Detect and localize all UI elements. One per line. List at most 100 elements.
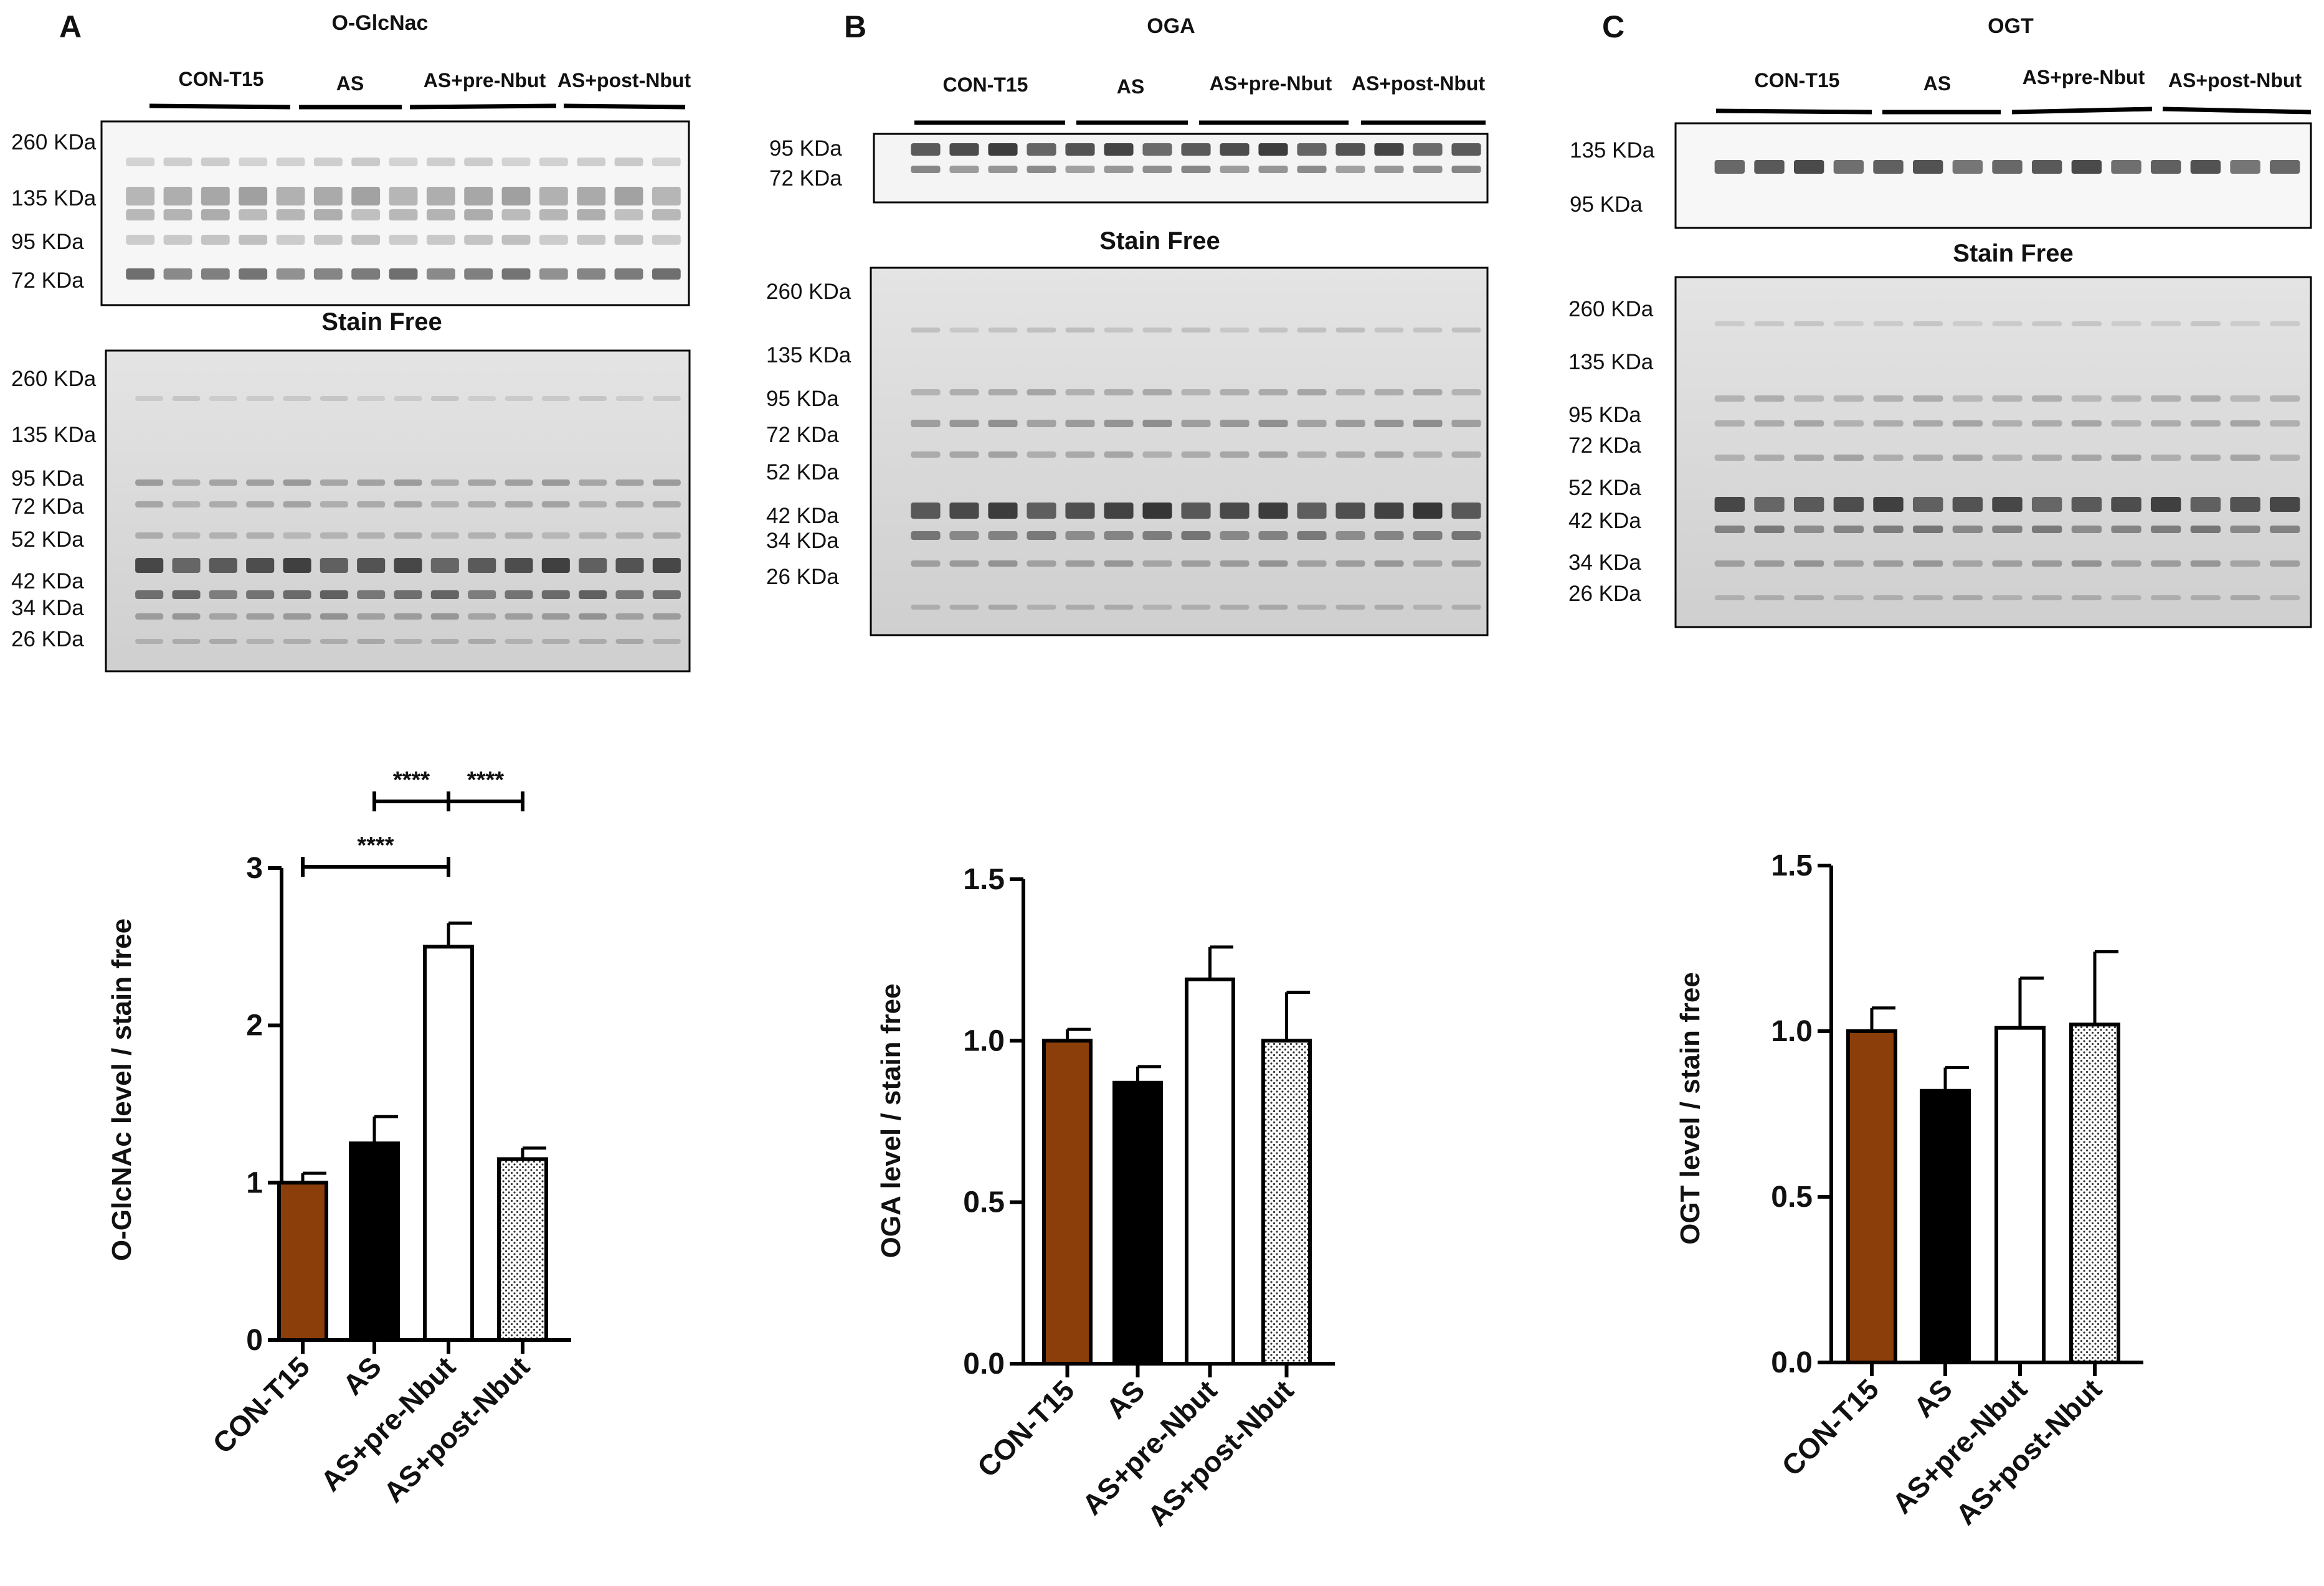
y-tick-label: 2 — [246, 1009, 263, 1042]
y-tick-label: 0.0 — [1771, 1346, 1813, 1379]
protein-band — [126, 187, 155, 205]
bar-as-post-nbut — [497, 1157, 548, 1343]
protein-band — [1873, 395, 1904, 402]
protein-band — [320, 532, 348, 539]
protein-band — [2071, 526, 2102, 533]
protein-band — [172, 479, 201, 486]
protein-band — [1104, 451, 1134, 458]
protein-band — [1912, 420, 1943, 427]
protein-band — [1297, 389, 1327, 395]
protein-band — [615, 396, 644, 401]
protein-band — [1793, 395, 1824, 402]
protein-band — [1104, 503, 1134, 519]
protein-band — [2230, 497, 2260, 512]
protein-band — [652, 639, 681, 644]
protein-band — [501, 158, 531, 166]
protein-band — [283, 396, 311, 401]
protein-band — [1374, 503, 1404, 519]
protein-band — [2269, 497, 2300, 512]
protein-band — [1451, 420, 1481, 427]
stain-free-title-b: Stain Free — [1099, 227, 1220, 255]
protein-band — [126, 209, 155, 220]
protein-band — [1181, 531, 1211, 540]
protein-band — [246, 590, 275, 599]
protein-band — [1992, 526, 2023, 533]
mw-marker: 95 KDa — [769, 136, 842, 161]
x-category-label: AS — [336, 1350, 387, 1401]
protein-band — [2190, 497, 2221, 512]
protein-band — [1065, 605, 1095, 610]
protein-band — [283, 558, 311, 573]
protein-band — [1451, 143, 1481, 156]
mw-marker: 34 KDa — [11, 596, 84, 620]
protein-band — [1027, 560, 1056, 567]
protein-band — [579, 613, 607, 620]
stain-free-title-c: Stain Free — [1953, 240, 2073, 267]
protein-band — [468, 396, 496, 401]
mw-marker: 72 KDa — [11, 494, 84, 519]
protein-band — [2071, 420, 2102, 427]
protein-band — [2190, 560, 2221, 567]
group-bracket — [563, 103, 686, 110]
protein-band — [1374, 605, 1404, 610]
protein-band — [1374, 166, 1404, 173]
protein-band — [1027, 605, 1056, 610]
protein-band — [1220, 143, 1250, 156]
protein-band — [579, 501, 607, 507]
protein-band — [276, 158, 305, 166]
protein-band — [1297, 451, 1327, 458]
protein-band — [652, 235, 681, 245]
protein-band — [1873, 595, 1904, 600]
group-label: AS+pre-Nbut — [1210, 72, 1332, 95]
protein-band — [468, 590, 496, 599]
protein-band — [652, 268, 681, 280]
protein-band — [430, 639, 459, 644]
protein-band — [579, 479, 607, 486]
protein-band — [1714, 560, 1745, 567]
protein-band — [1142, 143, 1172, 156]
protein-band — [313, 268, 343, 280]
protein-band — [126, 158, 155, 166]
protein-band — [614, 158, 643, 166]
protein-band — [1451, 451, 1481, 458]
protein-band — [2111, 595, 2141, 600]
protein-band — [1754, 497, 1785, 512]
protein-band — [1952, 497, 1983, 512]
protein-band — [2071, 321, 2102, 326]
protein-band — [351, 268, 381, 280]
y-axis-label: OGT level / stain free — [1675, 972, 1705, 1245]
stain-free-markers-c: 260 KDa 135 KDa 95 KDa 72 KDa 52 KDa 42 … — [1568, 297, 1654, 606]
protein-band — [468, 558, 496, 573]
protein-band — [426, 268, 455, 280]
protein-band — [1952, 595, 1983, 600]
protein-band — [911, 328, 941, 333]
mw-marker: 260 KDa — [1568, 297, 1654, 321]
protein-band — [163, 209, 192, 220]
mw-marker: 135 KDa — [11, 423, 97, 447]
group-labels-b: CON-T15 AS AS+pre-Nbut AS+post-Nbut — [914, 72, 1486, 125]
stain-free-image-a — [105, 349, 691, 673]
protein-band — [2031, 160, 2062, 174]
protein-band — [988, 451, 1018, 458]
protein-band — [1142, 451, 1172, 458]
protein-band — [2190, 160, 2221, 174]
protein-band — [1142, 531, 1172, 540]
protein-band — [1451, 531, 1481, 540]
protein-band — [135, 479, 164, 486]
protein-band — [577, 209, 606, 220]
protein-band — [430, 479, 459, 486]
protein-band — [615, 639, 644, 644]
protein-band — [357, 501, 386, 507]
protein-band — [1912, 595, 1943, 600]
protein-band — [1912, 455, 1943, 461]
protein-band — [1220, 420, 1250, 427]
mw-marker: 95 KDa — [766, 387, 839, 411]
group-label: CON-T15 — [179, 68, 264, 90]
protein-band — [1335, 560, 1365, 567]
protein-band — [283, 590, 311, 599]
protein-band — [539, 268, 568, 280]
mw-marker: 42 KDa — [11, 569, 84, 593]
protein-band — [276, 268, 305, 280]
protein-band — [426, 158, 455, 166]
protein-band — [1104, 420, 1134, 427]
